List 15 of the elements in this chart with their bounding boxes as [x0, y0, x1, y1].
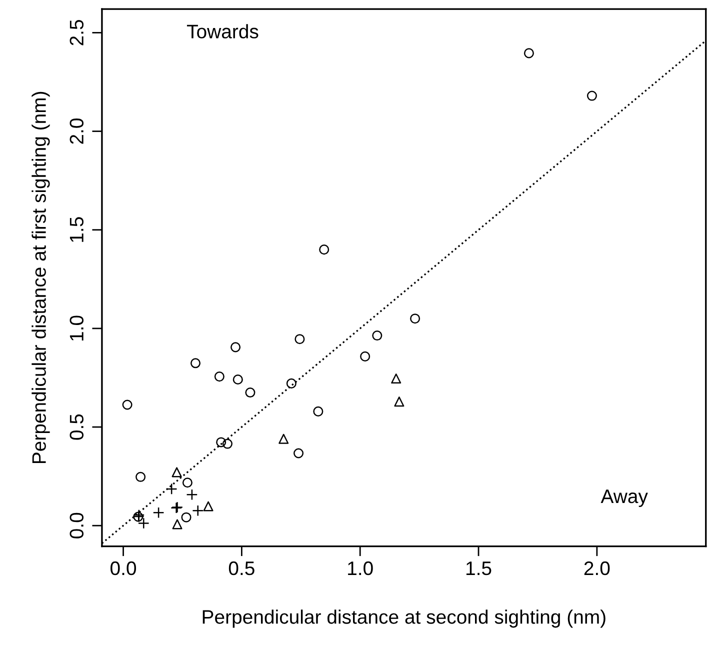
- x-tick-label: 1.0: [348, 561, 373, 576]
- y-tick-label: 2.0: [70, 118, 84, 144]
- x-axis-title: Perpendicular distance at second sighting (nm): [202, 610, 606, 628]
- annotation: Away: [600, 490, 648, 508]
- y-tick-label: 0.5: [70, 414, 84, 440]
- y-tick-label: 2.5: [70, 20, 84, 46]
- y-tick-label: 1.5: [70, 217, 84, 242]
- y-axis-title: Perpendicular distance at first sighting (nm): [32, 92, 50, 464]
- x-tick-label: 0.0: [110, 561, 136, 576]
- annotation: Towards: [186, 24, 258, 38]
- x-tick-label: 0.5: [228, 561, 254, 576]
- x-tick-label: 1.5: [466, 562, 492, 576]
- x-tick-label: 2.0: [584, 561, 610, 576]
- y-tick-label: 1.0: [70, 316, 84, 340]
- y-tick-label: 0.0: [70, 512, 84, 538]
